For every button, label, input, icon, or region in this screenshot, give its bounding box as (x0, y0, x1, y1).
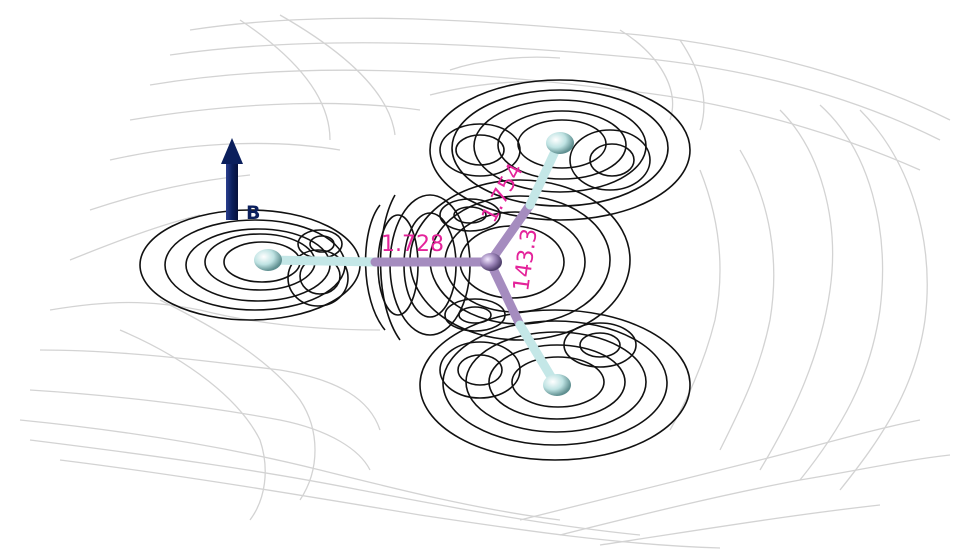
field-arrow-icon (221, 138, 243, 220)
central-atom (480, 253, 502, 271)
terminal-atom-lower (543, 374, 571, 396)
terminal-atom-left (254, 249, 282, 271)
bonds (265, 140, 563, 390)
field-label: B (246, 202, 260, 224)
far-field-streamlines (19, 14, 951, 549)
near-field-streamlines (139, 79, 691, 461)
atoms (254, 132, 574, 396)
bond-angle: 143.3 (509, 227, 543, 293)
bond-length-horizontal: 1.728 (381, 232, 444, 257)
terminal-atom-upper (546, 132, 574, 154)
